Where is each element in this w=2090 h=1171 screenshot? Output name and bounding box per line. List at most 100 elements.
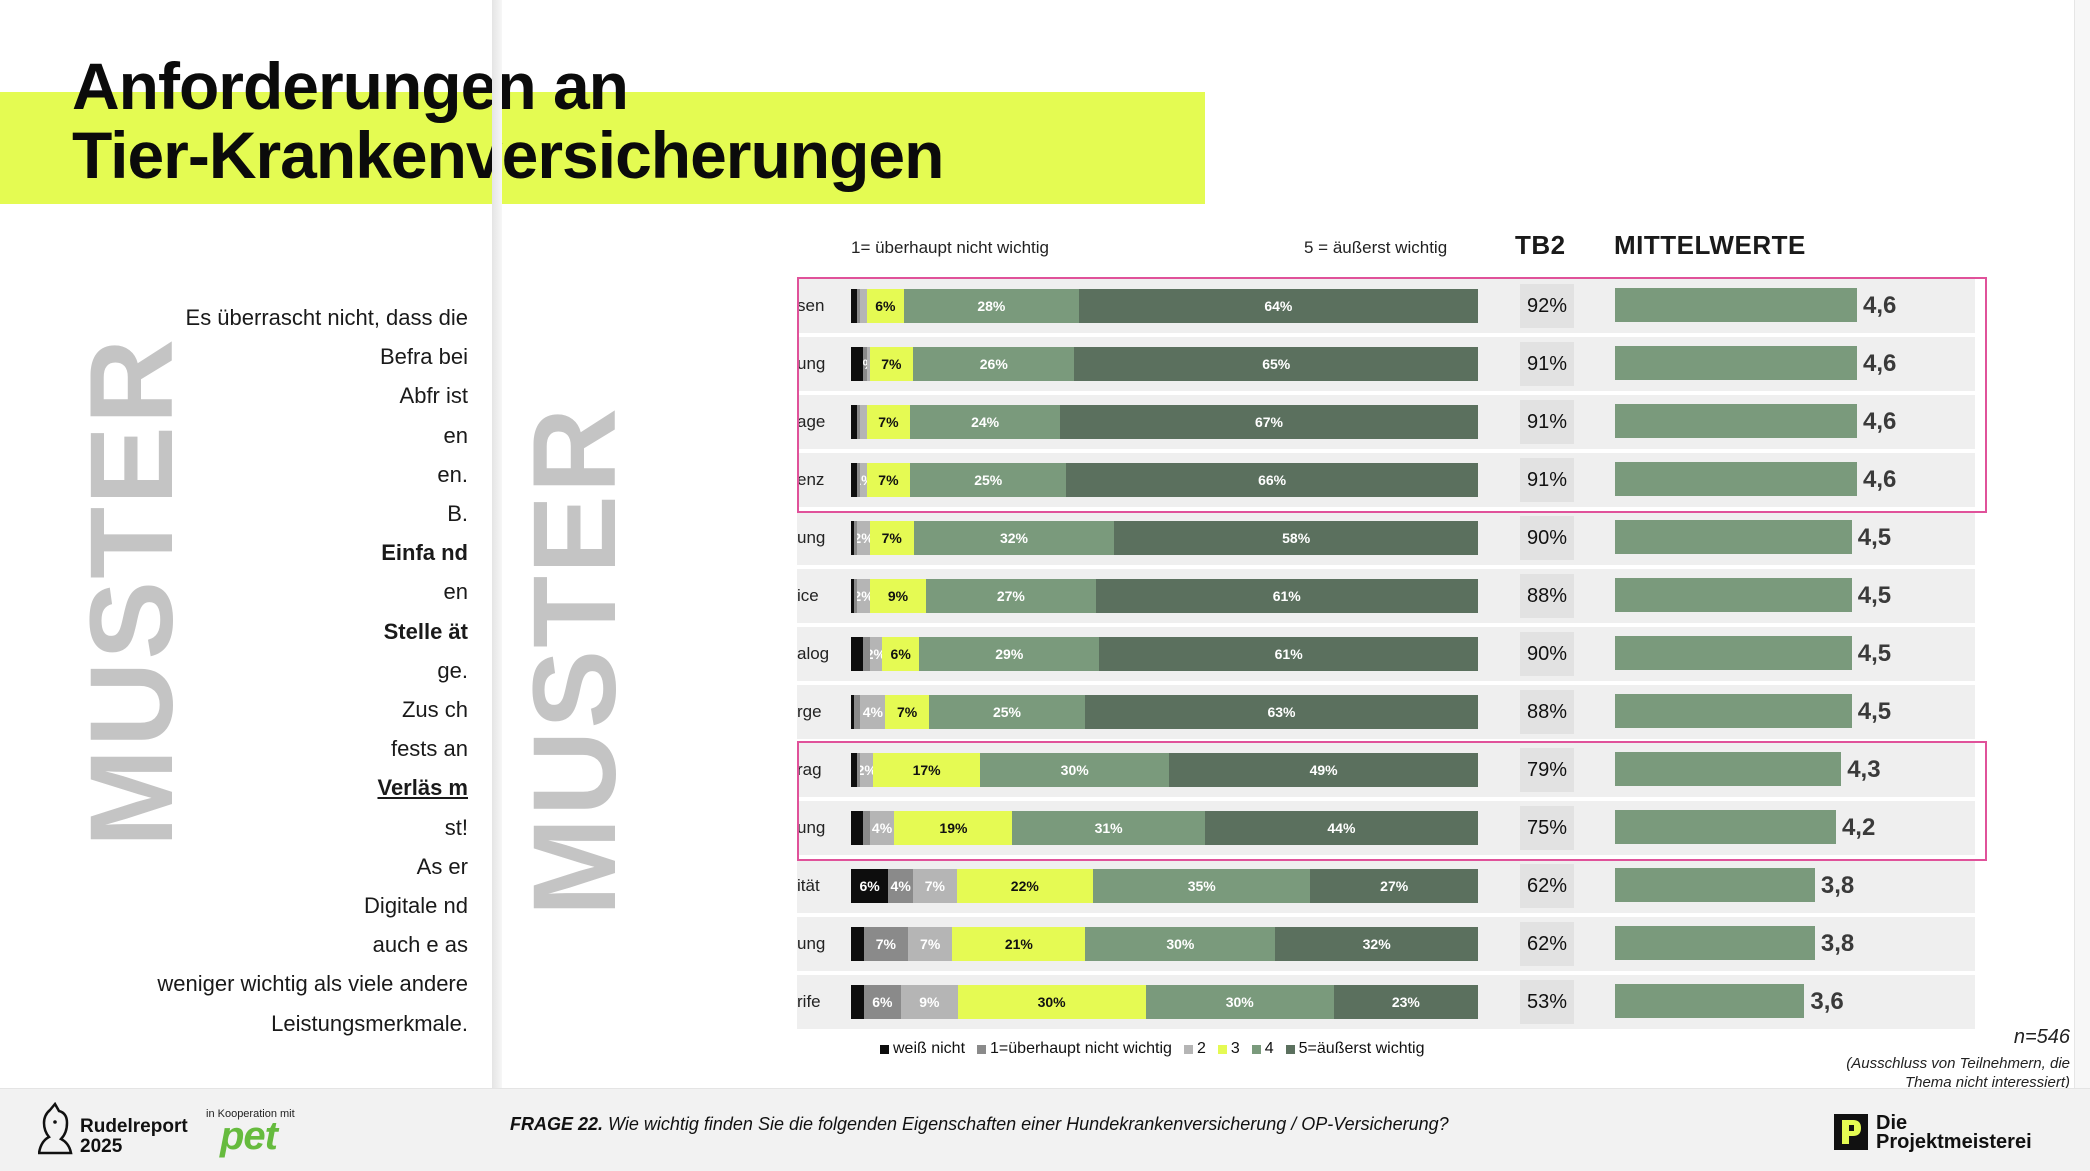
legend-item: 5=äußerst wichtig	[1285, 1040, 1425, 1058]
bar-segment	[854, 579, 858, 613]
mean-bar	[1615, 636, 1852, 670]
chart-row-label: rife	[797, 992, 821, 1011]
watermark-right: MUSTER	[509, 286, 641, 1036]
tb2-value: 88%	[1520, 690, 1574, 734]
bar-segment	[866, 347, 870, 381]
bar-segment: 9%	[901, 985, 958, 1019]
chart-row-label: ung	[797, 528, 826, 547]
sample-note: (Ausschluss von Teilnehmern, die Thema n…	[1846, 1055, 2070, 1091]
pet-logo: pet	[220, 1114, 278, 1158]
mean-value-label: 4,6	[1863, 466, 1897, 493]
bar-segment: 26%	[913, 347, 1075, 381]
legend-label: 5=äußerst wichtig	[1298, 1040, 1425, 1057]
tb2-value: 53%	[1520, 980, 1574, 1024]
chart-row-label: age	[797, 412, 826, 431]
rudelreport-logo-text: Rudelreport 2025	[80, 1116, 188, 1157]
bar-segment: 2%	[857, 521, 870, 555]
page-title: Anforderungen an Tier-Krankenversicherun…	[72, 49, 944, 192]
body-text-line: ge.	[437, 657, 468, 683]
mean-value-label: 4,6	[1863, 408, 1897, 435]
bar-segment	[863, 811, 870, 845]
bar-segment: 19%	[894, 811, 1013, 845]
body-text-line: Abfr ist	[399, 383, 468, 409]
chart-row-label: enz	[797, 470, 825, 489]
body-text-line: en.	[437, 461, 468, 487]
mean-header: MITTELWERTE	[1614, 230, 1806, 260]
body-text-line: fests an	[390, 736, 468, 762]
bar-segment: 65%	[1074, 347, 1478, 381]
mean-value-label: 4,5	[1857, 582, 1892, 609]
body-text-line: As er	[416, 853, 468, 879]
bar-segment	[857, 753, 861, 787]
tb2-header: TB2	[1515, 230, 1566, 260]
bar-segment: 27%	[926, 579, 1096, 613]
chart-row-label: ice	[797, 586, 819, 605]
bar-segment	[851, 927, 864, 961]
body-text-line: Es überrascht nicht, dass die	[185, 305, 468, 330]
chart-row-label: rag	[797, 760, 822, 779]
legend-swatch	[977, 1044, 987, 1054]
mean-bar	[1615, 926, 1815, 960]
body-text-line: Digitale nd	[364, 893, 468, 919]
bar-segment: 30%	[957, 985, 1146, 1019]
bar-segment: 2%	[869, 637, 883, 671]
legend-swatch	[880, 1044, 889, 1054]
bar-segment: 63%	[1084, 695, 1478, 729]
bar-segment	[857, 289, 861, 323]
bar-segment	[863, 637, 870, 671]
bar-segment: 58%	[1114, 521, 1478, 555]
bar-segment: 0%	[863, 347, 867, 381]
legend-item: 3	[1217, 1040, 1240, 1058]
bar-segment: 27%	[1310, 869, 1478, 903]
bar-segment: 7%	[863, 927, 908, 961]
bar-segment: 4%	[860, 695, 886, 729]
body-text-line: en	[443, 422, 468, 448]
tb2-value: 91%	[1520, 342, 1574, 386]
bar-segment	[851, 521, 855, 555]
bar-segment: 29%	[919, 637, 1100, 671]
bar-segment: 31%	[1012, 811, 1205, 845]
tb2-value: 91%	[1520, 458, 1574, 502]
bar-segment: 21%	[952, 927, 1086, 961]
bar-segment: 30%	[1085, 927, 1276, 961]
tb2-value: 92%	[1520, 284, 1574, 328]
body-text-line: Leistungsmerkmale.	[271, 1010, 468, 1036]
left-text-panel	[0, 204, 492, 1088]
body-text-line: st!	[444, 814, 468, 840]
bar-segment: 6%	[863, 985, 902, 1019]
body-text-line: Befra bei	[379, 344, 468, 370]
bar-segment	[860, 405, 867, 439]
legend-item: 4	[1251, 1040, 1274, 1058]
mean-value-label: 4,6	[1863, 350, 1897, 377]
mean-bar	[1615, 404, 1857, 438]
bar-segment: 67%	[1060, 405, 1478, 439]
legend-swatch	[1285, 1044, 1295, 1054]
bar-segment: 30%	[980, 753, 1170, 787]
tb2-value: 88%	[1520, 574, 1574, 618]
chart-row-label: ung	[797, 934, 826, 953]
bar-segment: 1%	[860, 463, 867, 497]
legend-label: 4	[1264, 1040, 1274, 1057]
bar-segment	[851, 753, 858, 787]
bar-segment	[851, 405, 858, 439]
footer	[0, 1088, 2090, 1171]
bar-segment: 9%	[869, 579, 927, 613]
bar-segment: 2%	[860, 753, 874, 787]
title-band	[0, 92, 1205, 204]
bar-segment	[854, 521, 858, 555]
bar-segment	[851, 579, 855, 613]
bar-segment: 7%	[913, 869, 957, 903]
legend-swatch	[1217, 1044, 1227, 1054]
body-text-line: B.	[447, 501, 468, 527]
body-text-line: en	[443, 579, 468, 605]
bar-segment	[851, 289, 858, 323]
bar-segment: 30%	[1145, 985, 1334, 1019]
bar-segment	[854, 695, 861, 729]
bar-segment	[851, 347, 864, 381]
bar-segment: 7%	[866, 463, 911, 497]
bar-segment: 25%	[928, 695, 1085, 729]
bar-segment: 6%	[851, 869, 889, 903]
panel-divider	[492, 0, 502, 1088]
bar-segment: 24%	[910, 405, 1060, 439]
watermark-text: MUSTER	[66, 336, 198, 848]
